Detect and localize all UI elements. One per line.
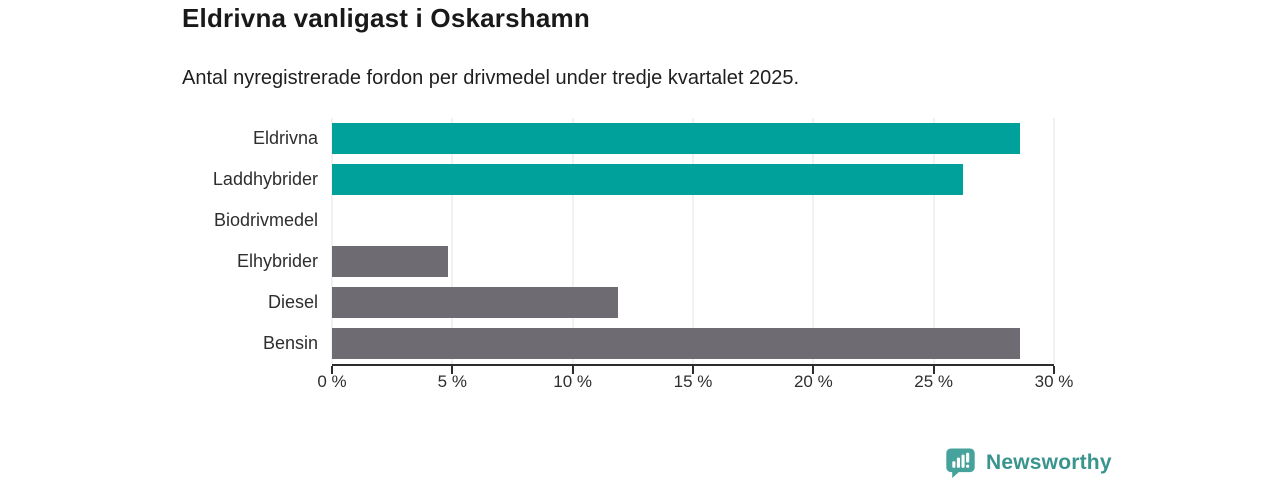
plot-area [331,118,1055,374]
category-label: Elhybrider [236,251,318,271]
category-label: Diesel [267,292,318,312]
axis-tick [812,366,815,374]
x-tick-label: 15 % [673,372,713,391]
gridline [451,118,453,364]
gridline [572,118,574,364]
newsworthy-bubble-chart-icon [944,446,977,479]
gridline [933,118,935,364]
gridline [1053,118,1055,364]
chart-title: Eldrivna vanligast i Oskarshamn [182,3,590,33]
axis-tick [932,366,935,374]
category-label: Biodrivmedel [213,210,318,230]
axis-tick [571,366,574,374]
bar-bensin [332,328,1021,359]
x-axis-tick-labels: 0 % 5 % 10 % 15 % 20 % 25 % 30 % [317,372,1073,396]
category-label: Laddhybrider [212,169,318,189]
x-tick-label: 30 % [1034,372,1074,391]
gridline [331,118,333,364]
axis-tick [1053,366,1055,374]
newsworthy-logo-text: Newsworthy [986,450,1112,474]
newsworthy-logo: Newsworthy [944,446,1112,479]
bar-laddhybrider [332,164,963,195]
bar-diesel [332,287,619,318]
category-label: Bensin [262,333,318,353]
bar-eldrivna [332,123,1021,154]
x-tick-label: 10 % [553,372,593,391]
axis-tick [451,366,454,374]
chart-subtitle: Antal nyregistrerade fordon per drivmede… [182,67,800,89]
axis-tick [692,366,694,374]
x-tick-label: 25 % [914,372,954,391]
y-axis-labels: Eldrivna Laddhybrider Biodrivmedel Elhybrid… [0,118,318,364]
axis-tick [331,366,333,374]
bar-elhybrider [332,246,448,277]
gridline [692,118,694,364]
gridline [812,118,814,364]
x-tick-label: 20 % [793,372,833,391]
category-label: Eldrivna [252,128,318,148]
x-tick-label: 0 % [317,372,347,391]
x-tick-label: 5 % [437,372,467,391]
